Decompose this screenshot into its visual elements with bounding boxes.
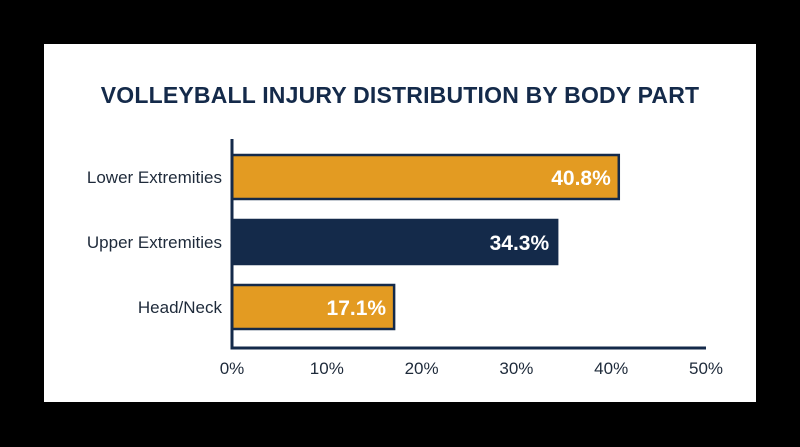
x-tick-label: 40% — [594, 359, 628, 378]
chart-title: VOLLEYBALL INJURY DISTRIBUTION BY BODY P… — [100, 82, 700, 108]
x-tick-label: 10% — [310, 359, 344, 378]
data-label: 40.8% — [551, 167, 611, 190]
data-label: 17.1% — [327, 297, 387, 320]
data-label: 34.3% — [490, 232, 550, 255]
category-label: Lower Extremities — [87, 168, 222, 187]
x-tick-label: 20% — [405, 359, 439, 378]
bar-lower-extremities — [230, 153, 621, 201]
x-tick-label: 50% — [689, 359, 723, 378]
x-tick-label: 0% — [220, 359, 245, 378]
category-label: Upper Extremities — [87, 233, 222, 252]
bar-head-neck — [230, 283, 396, 331]
x-tick-label: 30% — [499, 359, 533, 378]
category-label: Head/Neck — [138, 298, 223, 317]
